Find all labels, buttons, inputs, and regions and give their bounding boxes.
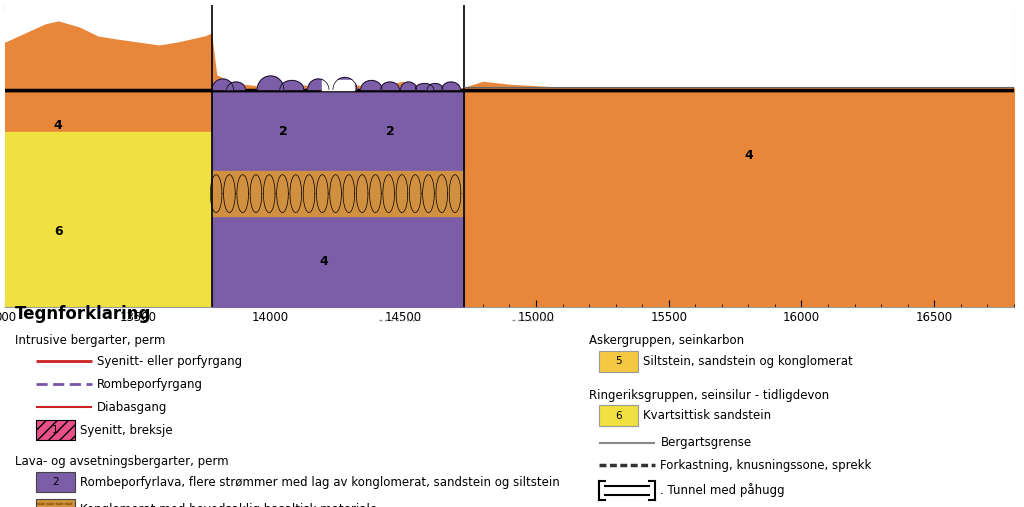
Text: 6: 6 — [54, 225, 62, 238]
Text: Diabasgang: Diabasgang — [97, 401, 168, 414]
Bar — [36, 472, 75, 492]
Text: 6: 6 — [615, 411, 622, 420]
Polygon shape — [280, 81, 304, 90]
Text: Intrusive bergarter, perm: Intrusive bergarter, perm — [15, 335, 166, 347]
Text: 1: 1 — [52, 425, 58, 435]
Text: 2: 2 — [386, 125, 394, 138]
Text: Syenitt- eller porfyrgang: Syenitt- eller porfyrgang — [97, 355, 243, 368]
Text: Lava- og avsetningsbergarter, perm: Lava- og avsetningsbergarter, perm — [15, 455, 229, 468]
Polygon shape — [427, 84, 443, 90]
Polygon shape — [212, 79, 233, 90]
Text: 4: 4 — [54, 119, 62, 132]
Text: 2: 2 — [52, 477, 58, 487]
Text: Askergruppen, seinkarbon: Askergruppen, seinkarbon — [589, 335, 743, 347]
Polygon shape — [415, 84, 434, 90]
Polygon shape — [257, 76, 284, 90]
Polygon shape — [226, 82, 246, 90]
Bar — [36, 499, 75, 507]
Text: Tegnforklaring: Tegnforklaring — [15, 305, 152, 323]
Text: 4: 4 — [319, 255, 328, 268]
Text: Rombeporfyrgang: Rombeporfyrgang — [97, 378, 204, 391]
Text: Kvartsittisk sandstein: Kvartsittisk sandstein — [643, 409, 771, 422]
Text: Rombeporfyrlava, flere strømmer med lag av konglomerat, sandstein og siltstein: Rombeporfyrlava, flere strømmer med lag … — [80, 476, 560, 489]
Text: Syenitt, breksje: Syenitt, breksje — [80, 423, 172, 437]
Text: Konglomerat med hovedsaklig basaltisk materiale: Konglomerat med hovedsaklig basaltisk ma… — [80, 502, 377, 507]
Polygon shape — [333, 78, 356, 90]
Polygon shape — [307, 79, 329, 90]
Bar — [36, 420, 75, 441]
Polygon shape — [381, 82, 399, 90]
Polygon shape — [400, 82, 417, 90]
Text: 5: 5 — [615, 356, 622, 367]
Polygon shape — [441, 82, 461, 90]
Text: Forkastning, knusningssone, sprekk: Forkastning, knusningssone, sprekk — [660, 459, 871, 472]
Text: Siltstein, sandstein og konglomerat: Siltstein, sandstein og konglomerat — [643, 355, 853, 368]
Text: Bergartsgrense: Bergartsgrense — [660, 436, 752, 449]
Bar — [599, 405, 638, 426]
Text: . Tunnel med påhugg: . Tunnel med påhugg — [660, 483, 785, 497]
Polygon shape — [360, 81, 382, 90]
Text: 2: 2 — [280, 125, 288, 138]
Text: Ringeriksgruppen, seinsilur - tidligdevon: Ringeriksgruppen, seinsilur - tidligdevo… — [589, 388, 828, 402]
Text: 4: 4 — [744, 150, 753, 162]
Bar — [599, 351, 638, 372]
